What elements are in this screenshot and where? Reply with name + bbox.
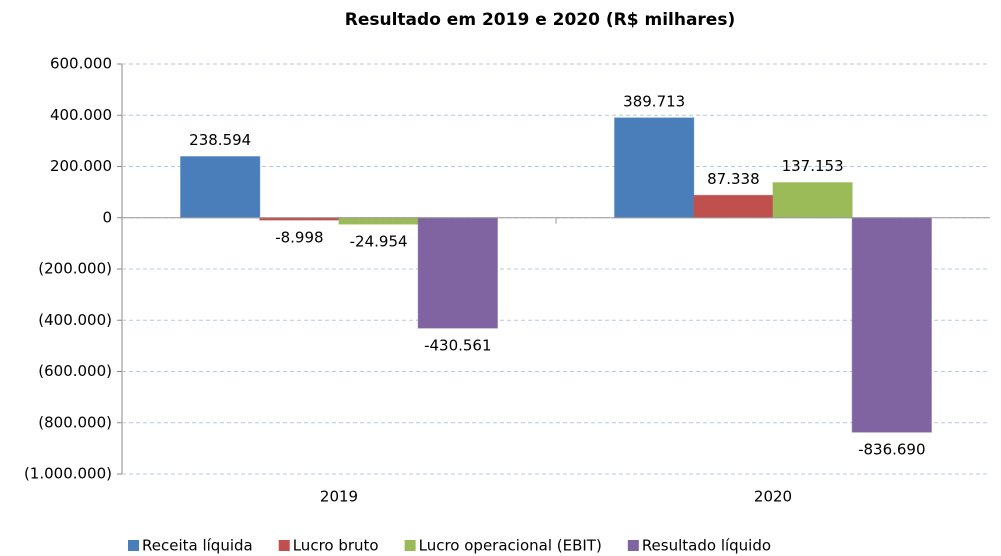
bar <box>693 194 774 219</box>
value-label: -430.561 <box>424 337 491 355</box>
y-tick-label: (400.000) <box>38 311 112 329</box>
legend-label: Lucro bruto <box>293 537 379 555</box>
legend-swatch <box>128 540 139 551</box>
legend-swatch <box>404 540 416 551</box>
x-tick-label: 2020 <box>754 488 792 506</box>
legend-swatch <box>278 540 290 551</box>
value-label: 87.338 <box>707 170 760 188</box>
bar <box>180 156 261 219</box>
chart-title: Resultado em 2019 e 2020 (R$ milhares) <box>345 10 735 30</box>
y-tick-label: (200.000) <box>38 260 112 278</box>
value-label: -24.954 <box>350 233 408 251</box>
value-label: -8.998 <box>275 229 323 247</box>
y-tick-label: (800.000) <box>38 413 112 431</box>
y-tick-label: 200.000 <box>50 157 112 175</box>
y-tick-label: 400.000 <box>50 106 112 124</box>
y-tick-label: (1.000.000) <box>24 465 112 483</box>
bar <box>772 182 853 219</box>
bar <box>417 217 498 329</box>
value-label: -836.690 <box>858 441 925 459</box>
legend-label: Resultado líquido <box>642 537 771 555</box>
bar <box>338 217 419 225</box>
y-tick-label: 600.000 <box>50 55 112 73</box>
value-label: 238.594 <box>189 131 251 149</box>
x-tick-label: 2019 <box>320 488 358 506</box>
legend-label: Receita líquida <box>142 537 253 555</box>
y-tick-label: 0 <box>102 208 112 226</box>
bar <box>851 217 932 433</box>
legend-swatch <box>627 540 639 551</box>
y-tick-label: (600.000) <box>38 362 112 380</box>
bar <box>614 117 695 219</box>
value-label: 137.153 <box>782 157 844 175</box>
legend-label: Lucro operacional (EBIT) <box>419 537 602 555</box>
value-label: 389.713 <box>623 92 685 110</box>
